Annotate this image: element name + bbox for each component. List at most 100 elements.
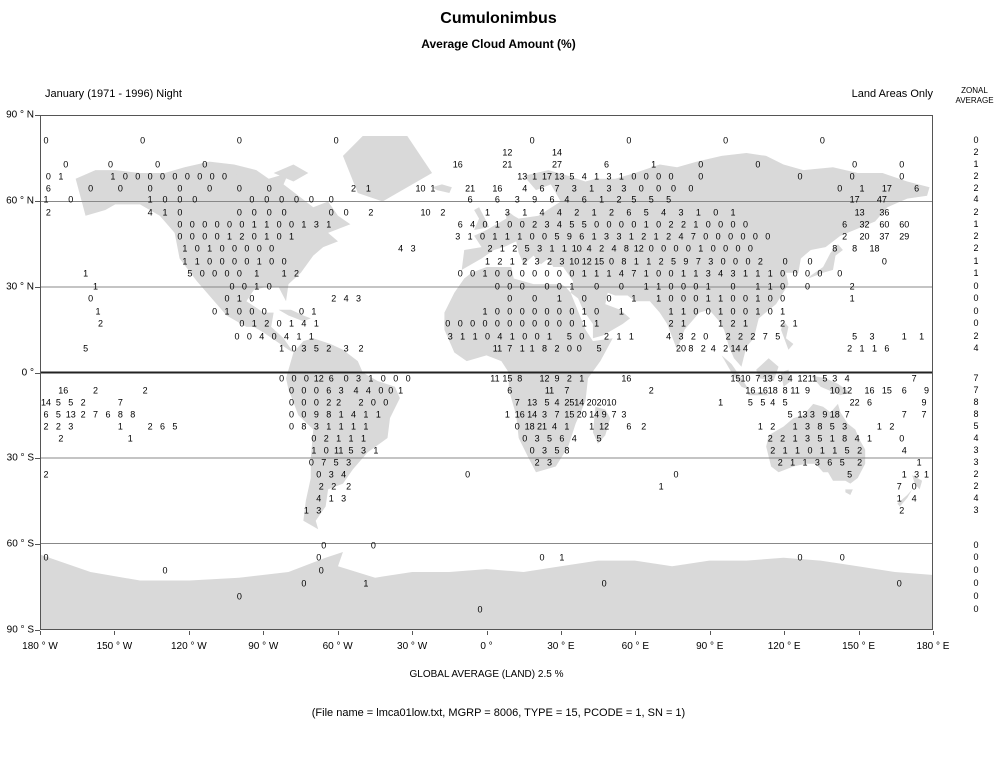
grid-value: 4 xyxy=(678,231,684,242)
grid-value: 0 xyxy=(177,183,183,194)
grid-value: 13 xyxy=(527,397,538,408)
grid-value: 8 xyxy=(688,343,694,354)
grid-value: 0 xyxy=(569,268,575,279)
grid-value: 3 xyxy=(708,256,714,267)
grid-value: 1 xyxy=(653,231,659,242)
grid-value: 1 xyxy=(236,293,242,304)
grid-value: 6 xyxy=(626,421,632,432)
grid-value: 0 xyxy=(231,243,237,254)
grid-value: 16 xyxy=(864,385,875,396)
grid-value: 0 xyxy=(896,578,902,589)
grid-value: 1 xyxy=(755,268,761,279)
grid-value: 1 xyxy=(556,293,562,304)
grid-value: 20 xyxy=(596,397,607,408)
grid-value: 13 xyxy=(65,409,76,420)
zonal-average-value: 2 xyxy=(973,243,979,254)
grid-value: 1 xyxy=(375,409,381,420)
grid-value: 0 xyxy=(480,231,486,242)
grid-value: 0 xyxy=(680,281,686,292)
grid-value: 0 xyxy=(234,331,240,342)
grid-value: 0 xyxy=(693,293,699,304)
grid-value: 1 xyxy=(43,194,49,205)
grid-value: 0 xyxy=(685,243,691,254)
landmass-new-zealand-south xyxy=(897,489,913,507)
grid-value: 7 xyxy=(117,397,123,408)
grid-value: 4 xyxy=(284,331,290,342)
grid-value: 0 xyxy=(693,281,699,292)
grid-value: 6 xyxy=(549,194,555,205)
longitude-tick xyxy=(560,631,562,635)
grid-value: 0 xyxy=(388,385,394,396)
grid-value: 0 xyxy=(797,171,803,182)
grid-value: 6 xyxy=(45,183,51,194)
grid-value: 4 xyxy=(661,207,667,218)
grid-value: 11 xyxy=(333,445,344,456)
grid-value: 12 xyxy=(502,147,513,158)
landmass-iceland xyxy=(432,184,452,193)
grid-value: 7 xyxy=(554,409,560,420)
grid-value: 6 xyxy=(457,219,463,230)
grid-value: 6 xyxy=(827,457,833,468)
grid-value: 7 xyxy=(896,481,902,492)
grid-value: 5 xyxy=(643,207,649,218)
grid-value: 2 xyxy=(80,409,86,420)
grid-value: 0 xyxy=(271,331,277,342)
grid-value: 0 xyxy=(266,281,272,292)
grid-value: 1 xyxy=(792,421,798,432)
grid-value: 0 xyxy=(742,219,748,230)
grid-value: 3 xyxy=(360,445,366,456)
grid-value: 0 xyxy=(202,159,208,170)
world-map xyxy=(41,135,932,629)
grid-value: 0 xyxy=(465,469,471,480)
grid-value: 9 xyxy=(921,397,927,408)
latitude-tick xyxy=(35,544,40,546)
grid-value: 1 xyxy=(326,219,332,230)
zonal-average-value: 2 xyxy=(973,182,979,193)
grid-value: 5 xyxy=(747,397,753,408)
grid-value: 13 xyxy=(762,373,773,384)
grid-value: 4 xyxy=(341,469,347,480)
grid-value: 2 xyxy=(641,231,647,242)
longitude-tick-label: 90 ° W xyxy=(248,641,279,652)
grid-value: 1 xyxy=(680,318,686,329)
grid-value: 0 xyxy=(249,293,255,304)
grid-value: 0 xyxy=(236,306,242,317)
grid-value: 5 xyxy=(55,409,61,420)
grid-value: 1 xyxy=(289,231,295,242)
grid-value: 0 xyxy=(594,219,600,230)
grid-value: 0 xyxy=(780,293,786,304)
grid-value: 1 xyxy=(631,293,637,304)
grid-value: 0 xyxy=(730,306,736,317)
grid-value: 3 xyxy=(542,409,548,420)
grid-value: 15 xyxy=(594,256,605,267)
longitude-tick xyxy=(635,631,637,635)
zonal-average-value: 1 xyxy=(973,219,979,229)
grid-value: 3 xyxy=(606,171,612,182)
grid-value: 20 xyxy=(586,397,597,408)
grid-value: 5 xyxy=(787,409,793,420)
grid-value: 2 xyxy=(770,445,776,456)
grid-value: 3 xyxy=(559,256,565,267)
grid-value: 13 xyxy=(854,207,865,218)
grid-value: 1 xyxy=(522,207,528,218)
grid-value: 9 xyxy=(822,409,828,420)
grid-value: 1 xyxy=(398,385,404,396)
grid-value: 0 xyxy=(755,159,761,170)
grid-value: 3 xyxy=(571,183,577,194)
grid-value: 7 xyxy=(611,409,617,420)
grid-value: 2 xyxy=(351,183,357,194)
grid-value: 0 xyxy=(733,256,739,267)
grid-value: 0 xyxy=(68,194,74,205)
zonal-average-value: 4 xyxy=(973,194,979,205)
grid-value: 2 xyxy=(142,385,148,396)
grid-value: 4 xyxy=(854,433,860,444)
grid-value: 0 xyxy=(542,231,548,242)
grid-value: 21 xyxy=(502,159,513,170)
longitude-tick-label: 60 ° E xyxy=(621,641,650,652)
grid-value: 0 xyxy=(713,207,719,218)
longitude-tick xyxy=(709,631,711,635)
grid-value: 3 xyxy=(869,331,875,342)
grid-value: 0 xyxy=(301,409,307,420)
grid-value: 2 xyxy=(293,268,299,279)
grid-value: 17 xyxy=(881,183,892,194)
